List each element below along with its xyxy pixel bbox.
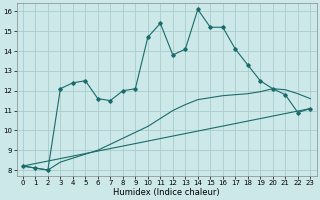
X-axis label: Humidex (Indice chaleur): Humidex (Indice chaleur)	[113, 188, 220, 197]
